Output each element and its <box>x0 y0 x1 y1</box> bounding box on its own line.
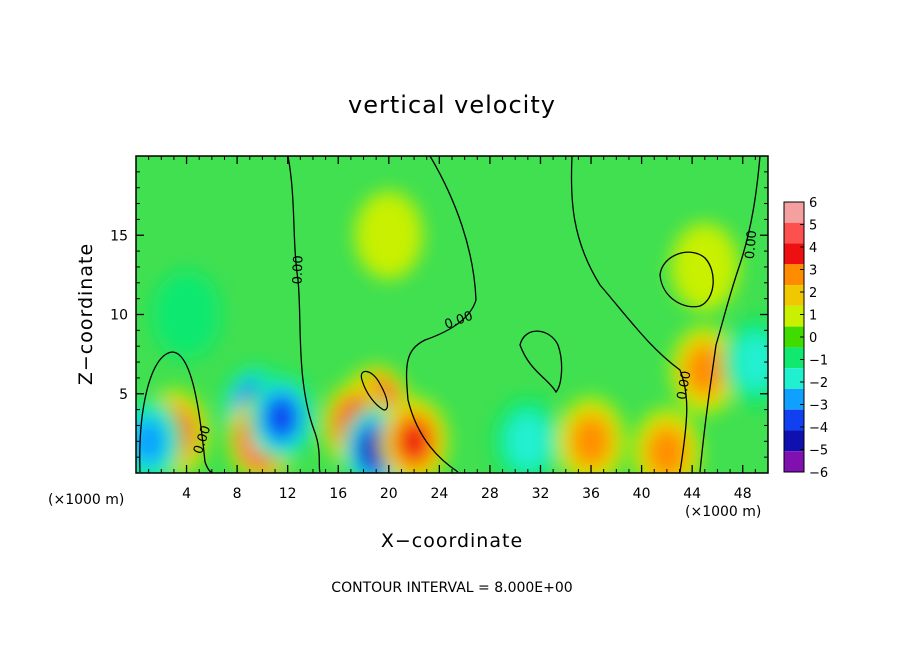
y-tick-label: 10 <box>110 308 128 324</box>
contour-line <box>287 156 321 473</box>
x-unit-label-left: (×1000 m) <box>48 492 124 508</box>
colorbar-swatch <box>784 305 804 327</box>
x-axis: 4 8 12 16 20 24 28 32 36 40 44 48 <box>148 156 756 502</box>
contour-line <box>139 351 213 473</box>
x-tick-label: 4 <box>182 486 191 502</box>
colorbar-label: 2 <box>809 286 817 301</box>
colorbar-label: 6 <box>809 196 817 211</box>
contour-line <box>570 156 688 473</box>
x-axis-title: X−coordinate <box>381 530 523 552</box>
colorbar-label: 0 <box>809 331 817 346</box>
velocity-field <box>136 191 768 473</box>
contour-line <box>360 370 389 411</box>
velocity-cell <box>380 397 449 473</box>
velocity-cell <box>493 397 562 473</box>
colorbar: 6 5 4 3 2 1 0 −1 −2 −3 −4 −5 −6 <box>783 196 828 481</box>
colorbar-swatch <box>784 368 804 389</box>
zero-contours <box>139 156 761 473</box>
chart-title: vertical velocity <box>348 91 556 119</box>
colorbar-swatch <box>784 222 804 244</box>
colorbar-label: −1 <box>809 354 828 369</box>
colorbar-swatch <box>784 326 804 348</box>
colorbar-label: 3 <box>809 264 817 279</box>
velocity-cell <box>632 408 701 473</box>
colorbar-label: −4 <box>809 421 828 436</box>
colorbar-swatch <box>784 451 804 472</box>
x-tick-label: 36 <box>582 486 600 502</box>
colorbar-label: 5 <box>809 219 817 234</box>
colorbar-swatch <box>784 285 804 306</box>
x-tick-label: 40 <box>633 486 651 502</box>
contour-line <box>519 330 563 394</box>
contour-label: 0.00 <box>743 230 760 260</box>
y-axis-title: Z−coordinate <box>75 243 97 385</box>
velocity-cell <box>136 397 183 473</box>
contour-interval-note: CONTOUR INTERVAL = 8.000E+00 <box>331 580 572 596</box>
x-unit-label-right: (×1000 m) <box>685 504 761 520</box>
x-tick-label: 16 <box>329 486 347 502</box>
plot-area <box>136 156 768 473</box>
x-tick-label: 8 <box>233 486 242 502</box>
colorbar-label: −3 <box>809 399 828 414</box>
velocity-cell <box>152 270 221 359</box>
x-tick-label: 24 <box>430 486 448 502</box>
colorbar-swatch <box>784 202 804 223</box>
x-tick-label: 44 <box>683 486 701 502</box>
y-tick-label: 15 <box>110 228 128 244</box>
velocity-cell <box>670 222 739 311</box>
velocity-cell <box>247 373 316 462</box>
colorbar-label: −2 <box>809 376 828 391</box>
x-tick-label: 28 <box>481 486 499 502</box>
x-tick-label: 48 <box>734 486 752 502</box>
velocity-cell <box>670 325 739 414</box>
contour-line <box>699 156 761 473</box>
colorbar-label: 4 <box>809 241 817 256</box>
colorbar-swatch <box>784 243 804 265</box>
contour-line <box>405 156 477 473</box>
velocity-cell <box>557 397 626 473</box>
contour-line <box>659 251 714 308</box>
colorbar-label: 1 <box>809 309 817 324</box>
colorbar-swatch <box>784 347 804 369</box>
y-tick-label: 5 <box>119 387 128 403</box>
velocity-cell <box>721 318 768 407</box>
x-tick-label: 12 <box>279 486 297 502</box>
y-axis: 5 10 15 <box>110 171 768 458</box>
colorbar-swatch <box>784 388 804 410</box>
colorbar-swatch <box>784 430 804 452</box>
contour-label: 0.00 <box>291 255 307 284</box>
velocity-cell <box>354 191 423 280</box>
colorbar-swatch <box>784 409 804 431</box>
colorbar-label: −5 <box>809 444 828 459</box>
colorbar-label: −6 <box>809 466 828 481</box>
contour-label: 0.00 <box>675 370 695 401</box>
x-tick-label: 20 <box>380 486 398 502</box>
x-tick-label: 32 <box>532 486 550 502</box>
colorbar-swatch <box>784 264 804 286</box>
